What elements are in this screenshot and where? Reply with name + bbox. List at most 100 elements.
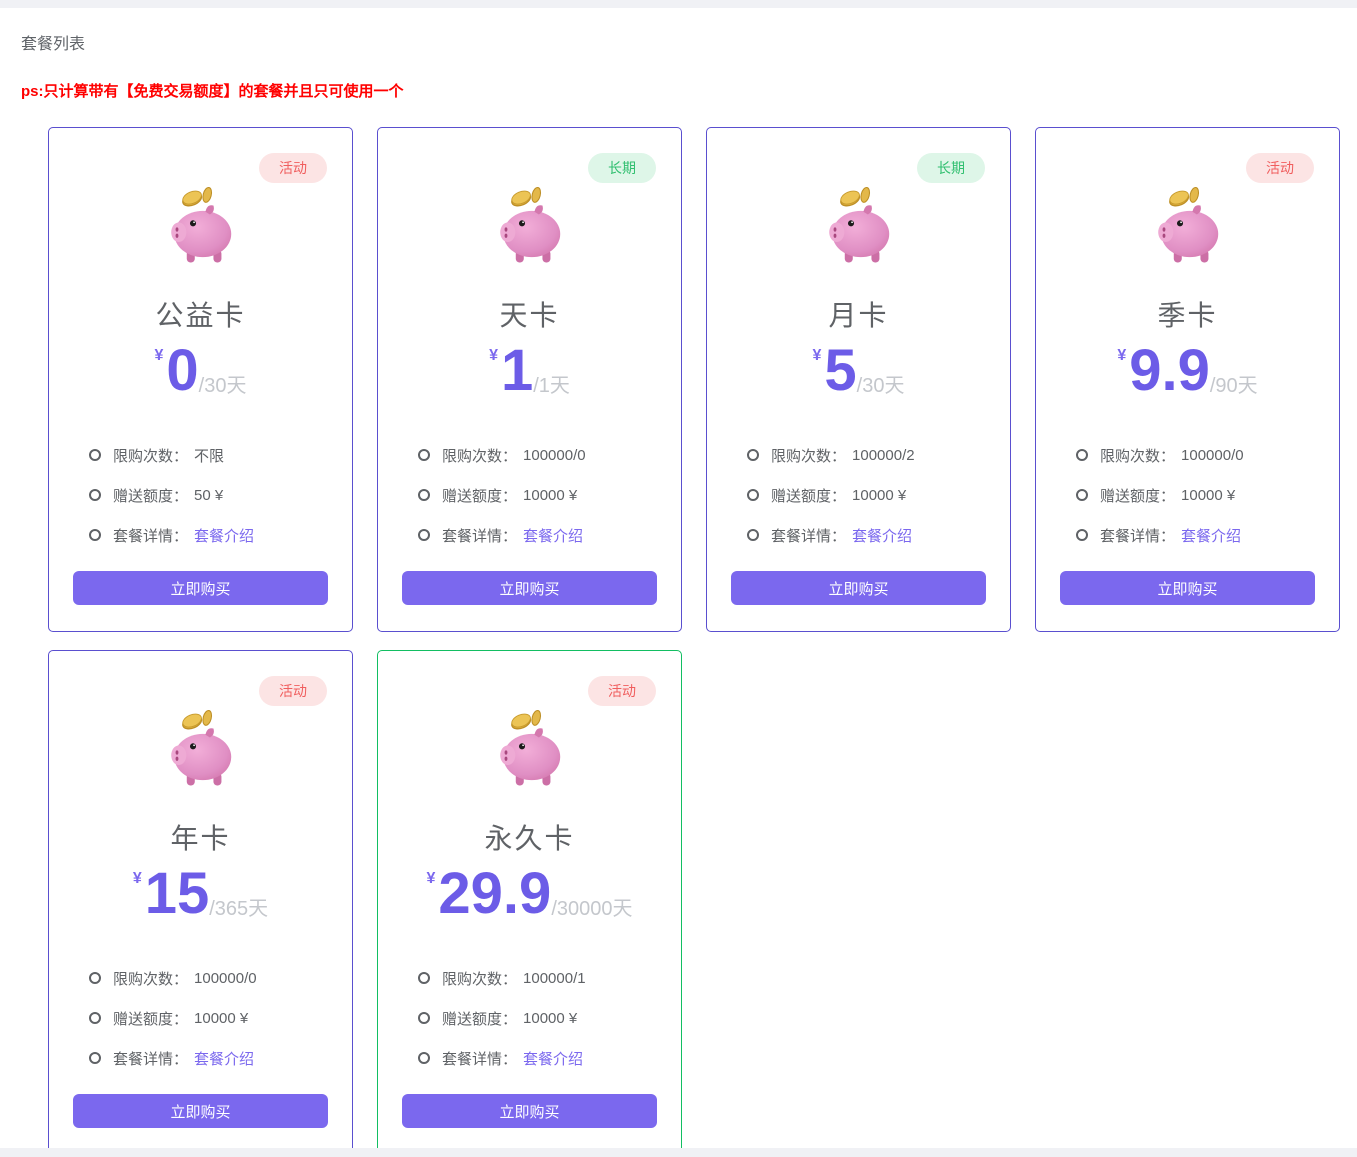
plan-details-link[interactable]: 套餐介绍 (194, 527, 255, 545)
buy-button[interactable]: 立即购买 (402, 571, 657, 605)
price-amount: 29.9 (438, 861, 552, 926)
details-row: 套餐详情： 套餐介绍 (418, 1047, 641, 1069)
bonus-value: 10000 ¥ (852, 486, 907, 504)
plan-details-link[interactable]: 套餐介绍 (1181, 527, 1242, 545)
bonus-label: 赠送额度： (771, 487, 847, 505)
bonus-label: 赠送额度： (442, 487, 518, 505)
buy-button[interactable]: 立即购买 (73, 571, 328, 605)
buy-button[interactable]: 立即购买 (731, 571, 986, 605)
circle-bullet-icon (89, 449, 101, 461)
limit-value: 100000/0 (523, 446, 586, 464)
bonus-row: 赠送额度： 50 ¥ (89, 484, 312, 506)
price-amount: 9.9 (1129, 338, 1210, 403)
details-label: 套餐详情： (113, 1050, 189, 1068)
plan-card: 长期 (706, 127, 1011, 632)
circle-bullet-icon (418, 1052, 430, 1064)
bonus-row: 赠送额度： 10000 ¥ (418, 484, 641, 506)
price-amount: 15 (144, 861, 210, 926)
plan-name: 公益卡 (155, 300, 246, 331)
currency-symbol: ¥ (154, 347, 164, 364)
limit-value: 100000/0 (1181, 446, 1244, 464)
circle-bullet-icon (89, 972, 101, 984)
plan-price: ¥ 0 /30天 (155, 342, 247, 400)
circle-bullet-icon (418, 972, 430, 984)
currency-symbol: ¥ (132, 870, 142, 887)
plan-card: 活动 (48, 127, 353, 632)
status-badge: 活动 (588, 676, 656, 706)
limit-value: 100000/1 (523, 969, 586, 987)
status-badge: 长期 (588, 153, 656, 183)
circle-bullet-icon (1076, 489, 1088, 501)
feature-list: 限购次数： 不限 赠送额度： 50 ¥ 套餐详情： 套餐介绍 (49, 444, 352, 546)
limit-label: 限购次数： (113, 447, 189, 465)
feature-list: 限购次数： 100000/0 赠送额度： 10000 ¥ 套餐详情： 套餐介绍 (1036, 444, 1339, 546)
currency-symbol: ¥ (426, 870, 436, 887)
limit-row: 限购次数： 100000/0 (418, 444, 641, 466)
buy-button[interactable]: 立即购买 (1060, 571, 1315, 605)
circle-bullet-icon (418, 1012, 430, 1024)
details-row: 套餐详情： 套餐介绍 (89, 1047, 312, 1069)
price-period: /30000天 (551, 898, 633, 920)
feature-list: 限购次数： 100000/2 赠送额度： 10000 ¥ 套餐详情： 套餐介绍 (707, 444, 1010, 546)
bonus-value: 10000 ¥ (523, 1009, 578, 1027)
plan-name: 天卡 (499, 300, 560, 331)
bonus-label: 赠送额度： (442, 1010, 518, 1028)
details-row: 套餐详情： 套餐介绍 (1076, 524, 1299, 546)
circle-bullet-icon (418, 449, 430, 461)
feature-list: 限购次数： 100000/0 赠送额度： 10000 ¥ 套餐详情： 套餐介绍 (378, 444, 681, 546)
circle-bullet-icon (747, 489, 759, 501)
bonus-row: 赠送额度： 10000 ¥ (418, 1007, 641, 1029)
price-amount: 5 (824, 338, 857, 403)
details-label: 套餐详情： (771, 527, 847, 545)
circle-bullet-icon (89, 1052, 101, 1064)
bonus-value: 10000 ¥ (523, 486, 578, 504)
details-row: 套餐详情： 套餐介绍 (747, 524, 970, 546)
plan-card: 活动 (48, 650, 353, 1155)
price-period: /30天 (856, 375, 905, 397)
page-title: 套餐列表 (21, 36, 86, 53)
plan-price: ¥ 5 /30天 (813, 342, 905, 400)
details-label: 套餐详情： (442, 1050, 518, 1068)
limit-value: 100000/2 (852, 446, 915, 464)
bonus-value: 10000 ¥ (1181, 486, 1236, 504)
plan-price: ¥ 9.9 /90天 (1117, 342, 1257, 400)
buy-button[interactable]: 立即购买 (73, 1094, 328, 1128)
status-badge: 活动 (1246, 153, 1314, 183)
bonus-label: 赠送额度： (113, 487, 189, 505)
plan-price: ¥ 15 /365天 (133, 865, 268, 923)
circle-bullet-icon (1076, 529, 1088, 541)
price-amount: 0 (166, 338, 199, 403)
plan-details-link[interactable]: 套餐介绍 (523, 527, 584, 545)
bonus-label: 赠送额度： (113, 1010, 189, 1028)
circle-bullet-icon (89, 529, 101, 541)
plan-details-link[interactable]: 套餐介绍 (523, 1050, 584, 1068)
bonus-value: 50 ¥ (194, 486, 224, 504)
buy-button[interactable]: 立即购买 (402, 1094, 657, 1128)
limit-row: 限购次数： 100000/0 (89, 967, 312, 989)
page-bottom-strip (0, 1148, 1357, 1157)
feature-list: 限购次数： 100000/1 赠送额度： 10000 ¥ 套餐详情： 套餐介绍 (378, 967, 681, 1069)
circle-bullet-icon (747, 449, 759, 461)
feature-list: 限购次数： 100000/0 赠送额度： 10000 ¥ 套餐详情： 套餐介绍 (49, 967, 352, 1069)
details-label: 套餐详情： (1100, 527, 1176, 545)
details-row: 套餐详情： 套餐介绍 (89, 524, 312, 546)
piggy-bank-icon (814, 186, 904, 266)
plan-price: ¥ 29.9 /30000天 (427, 865, 633, 923)
limit-label: 限购次数： (113, 970, 189, 988)
plan-card: 活动 (1035, 127, 1340, 632)
limit-label: 限购次数： (442, 447, 518, 465)
limit-label: 限购次数： (442, 970, 518, 988)
plan-details-link[interactable]: 套餐介绍 (194, 1050, 255, 1068)
piggy-bank-icon (1143, 186, 1233, 266)
plan-details-link[interactable]: 套餐介绍 (852, 527, 913, 545)
limit-row: 限购次数： 100000/2 (747, 444, 970, 466)
piggy-bank-icon (156, 186, 246, 266)
plan-name: 季卡 (1157, 300, 1218, 331)
circle-bullet-icon (89, 1012, 101, 1024)
plan-name: 年卡 (170, 823, 231, 854)
plan-card: 长期 (377, 127, 682, 632)
details-label: 套餐详情： (113, 527, 189, 545)
limit-value: 100000/0 (194, 969, 257, 987)
piggy-bank-icon (485, 709, 575, 789)
price-period: /90天 (1209, 375, 1258, 397)
